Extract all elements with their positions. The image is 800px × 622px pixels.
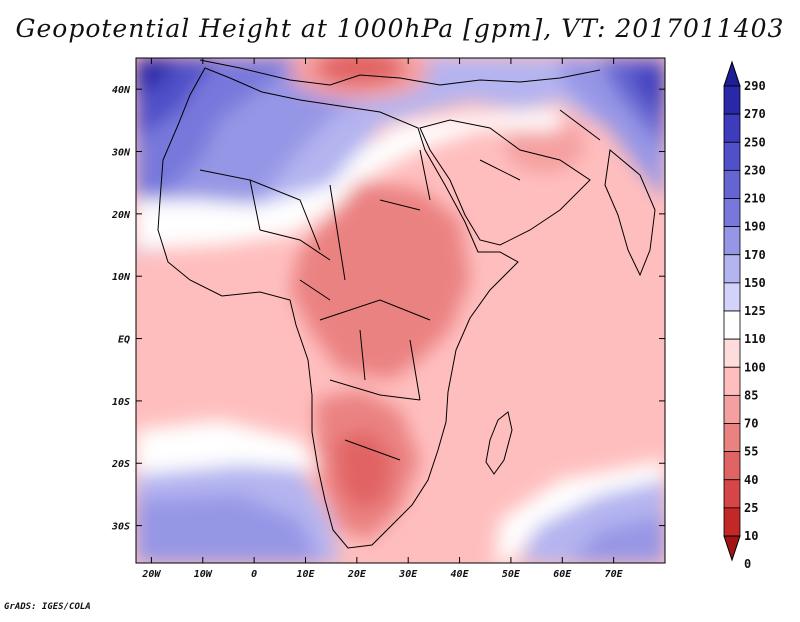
colorbar-label-100: 100 — [744, 360, 766, 374]
map-axes: 40N 30N 20N 10N EQ 10S 20S 30S 20W 10W 0 10E 20E 30E 4… — [111, 58, 665, 580]
colorbar-label-10: 10 — [744, 529, 758, 543]
colorbar-label-0: 0 — [744, 557, 751, 571]
colorbar-swatch-8 — [723, 282, 741, 312]
colorbar-swatch-13 — [723, 423, 741, 453]
colorbar-swatch-11 — [723, 366, 741, 396]
lat-label-30N: 30N — [111, 148, 131, 159]
plot-frame — [135, 57, 666, 564]
lon-label-20W: 20W — [141, 569, 161, 580]
lat-label-EQ: EQ — [118, 335, 130, 346]
colorbar-swatch-9 — [723, 310, 741, 340]
colorbar-label-250: 250 — [744, 135, 766, 149]
lon-label-10E: 10E — [296, 569, 315, 580]
colorbar-swatch-14 — [723, 451, 741, 481]
madagascar-coastline — [485, 411, 513, 475]
lat-label-30S: 30S — [111, 522, 130, 533]
lon-label-50E: 50E — [502, 569, 521, 580]
lon-label-60E: 60E — [553, 569, 572, 580]
colorbar: 2902702502302101901701501251101008570554… — [723, 60, 766, 571]
colorbar-label-70: 70 — [744, 417, 758, 431]
colorbar-label-210: 210 — [744, 192, 766, 206]
colorbar-label-85: 85 — [744, 388, 758, 402]
colorbar-label-25: 25 — [744, 501, 758, 515]
lon-label-10W: 10W — [194, 569, 213, 580]
colorbar-swatch-6 — [723, 226, 741, 256]
colorbar-bottom-arrow — [723, 535, 741, 562]
map-title: Geopotential Height at 1000hPa [gpm], VT… — [15, 14, 785, 43]
colorbar-label-40: 40 — [744, 473, 758, 487]
lon-label-70E: 70E — [605, 569, 624, 580]
colorbar-label-290: 290 — [744, 79, 766, 93]
colorbar-swatch-5 — [723, 198, 741, 228]
lat-label-40N: 40N — [112, 85, 131, 96]
footer-credit: GrADS: IGES/COLA — [4, 602, 91, 612]
colorbar-label-270: 270 — [744, 107, 766, 121]
colorbar-swatch-15 — [723, 479, 741, 509]
lat-label-10S: 10S — [112, 397, 130, 408]
colorbar-label-230: 230 — [744, 163, 766, 177]
europe-coastline — [199, 59, 601, 86]
colorbar-swatch-10 — [723, 338, 741, 368]
colorbar-swatch-4 — [723, 169, 741, 199]
lon-label-20E: 20E — [347, 569, 367, 580]
lat-label-20S: 20S — [111, 459, 130, 470]
colorbar-swatch-3 — [723, 141, 741, 171]
lon-label-0: 0 — [251, 569, 257, 580]
colorbar-top-arrow — [723, 60, 741, 87]
africa-coastline — [157, 67, 519, 549]
colorbar-label-170: 170 — [744, 248, 766, 262]
borders — [199, 109, 601, 461]
lat-label-20N: 20N — [111, 210, 131, 221]
arabia-coastline — [419, 119, 591, 246]
lon-label-40E: 40E — [451, 569, 470, 580]
india-coastline — [604, 149, 656, 277]
colorbar-label-125: 125 — [744, 304, 766, 318]
colorbar-swatch-1 — [723, 85, 741, 115]
coastlines — [157, 59, 656, 549]
colorbar-label-150: 150 — [744, 276, 766, 290]
lat-label-10N: 10N — [112, 272, 131, 283]
colorbar-label-55: 55 — [744, 445, 758, 459]
geopotential-field — [136, 58, 665, 563]
colorbar-swatch-16 — [723, 507, 741, 537]
lon-label-30E: 30E — [398, 569, 418, 580]
colorbar-label-110: 110 — [744, 332, 766, 346]
colorbar-swatch-12 — [723, 394, 741, 424]
colorbar-swatch-2 — [723, 113, 741, 143]
colorbar-label-190: 190 — [744, 220, 766, 234]
colorbar-swatch-7 — [723, 254, 741, 284]
